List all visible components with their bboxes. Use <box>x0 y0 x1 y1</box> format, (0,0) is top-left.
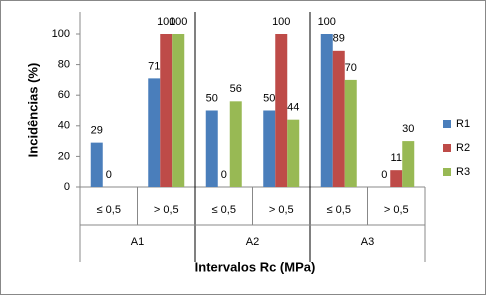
data-label: 89 <box>333 33 345 45</box>
y-tick-label: 20 <box>58 150 70 162</box>
y-tick-label: 100 <box>52 28 70 40</box>
x-tick-label: > 0,5 <box>154 204 179 216</box>
group-label: A1 <box>131 236 144 248</box>
data-label: 70 <box>345 62 357 74</box>
x-tick-label: > 0,5 <box>269 204 294 216</box>
bar <box>148 78 161 187</box>
data-label: 0 <box>221 169 227 181</box>
bar <box>160 34 173 187</box>
data-label: 0 <box>106 169 112 181</box>
legend-label: R1 <box>456 118 470 130</box>
bar <box>229 101 242 187</box>
bar <box>402 141 415 187</box>
data-label: 100 <box>318 16 336 28</box>
bar <box>320 34 333 187</box>
legend-swatch <box>443 120 451 128</box>
x-tick-label: > 0,5 <box>384 204 409 216</box>
x-tick-label: ≤ 0,5 <box>97 204 121 216</box>
bar <box>172 34 185 187</box>
legend-label: R3 <box>456 166 470 178</box>
bar <box>205 110 218 187</box>
data-label: 44 <box>287 102 299 114</box>
group-label: A3 <box>361 236 374 248</box>
bar <box>390 170 403 187</box>
data-label: 11 <box>391 152 402 164</box>
legend-swatch <box>443 144 451 152</box>
data-label: 50 <box>206 92 218 104</box>
data-label: 50 <box>263 92 275 104</box>
data-label: 100 <box>272 16 290 28</box>
legend-swatch <box>443 168 451 176</box>
bar <box>90 142 103 187</box>
x-axis-title: Intervalos Rc (MPa) <box>195 259 316 274</box>
data-label: 0 <box>381 169 387 181</box>
data-label: 29 <box>91 125 103 137</box>
data-label: 100 <box>169 16 187 28</box>
y-tick-label: 40 <box>58 120 70 132</box>
bar <box>344 79 357 187</box>
data-label: 71 <box>148 60 160 72</box>
x-tick-label: ≤ 0,5 <box>212 204 236 216</box>
bar <box>275 34 288 187</box>
data-label: 56 <box>230 83 242 95</box>
bar <box>263 110 276 187</box>
bar <box>287 119 300 187</box>
bar <box>332 50 345 187</box>
data-label: 100 <box>157 16 175 28</box>
y-axis-title: Incidências (%) <box>25 63 40 158</box>
legend-label: R2 <box>456 142 470 154</box>
data-label: 30 <box>402 123 414 135</box>
x-tick-label: ≤ 0,5 <box>327 204 351 216</box>
y-tick-label: 0 <box>64 181 70 193</box>
y-tick-label: 80 <box>58 59 70 71</box>
y-tick-label: 60 <box>58 89 70 101</box>
group-label: A2 <box>246 236 259 248</box>
